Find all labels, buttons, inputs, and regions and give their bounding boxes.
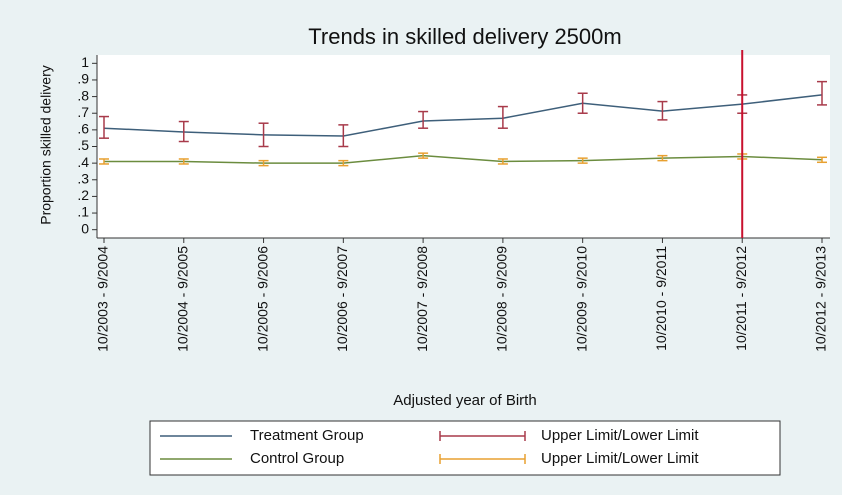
legend	[149, 420, 781, 476]
y-tick-label: .1	[77, 204, 89, 220]
plot-area	[97, 55, 830, 238]
y-tick-label: .9	[77, 71, 89, 87]
y-tick-label: .2	[77, 187, 89, 203]
y-tick-label: .4	[77, 154, 89, 170]
x-axis-title: Adjusted year of Birth	[393, 392, 536, 409]
y-tick-label: 1	[81, 54, 89, 70]
y-tick-label: .5	[77, 137, 89, 153]
x-tick-label: 10/2012 - 9/2013	[813, 246, 829, 352]
x-tick-label: 10/2003 - 9/2004	[95, 246, 111, 352]
x-tick-label: 10/2004 - 9/2005	[174, 246, 190, 352]
series-line	[103, 94, 823, 137]
legend-label: Treatment Group	[250, 427, 364, 444]
x-tick-label: 10/2010 - 9/2011	[653, 246, 669, 351]
y-tick-label: .6	[77, 121, 89, 137]
x-tick-label: 10/2007 - 9/2008	[414, 246, 430, 352]
y-axis-title: Proportion skilled delivery	[38, 65, 54, 225]
x-tick-label: 10/2011 - 9/2012	[733, 246, 749, 351]
x-tick-label: 10/2009 - 9/2010	[573, 246, 589, 352]
y-tick-label: .8	[77, 87, 89, 103]
x-tick-label: 10/2005 - 9/2006	[254, 246, 270, 352]
legend-label: Control Group	[250, 450, 344, 467]
legend-label: Upper Limit/Lower Limit	[541, 427, 699, 444]
x-tick-label: 10/2006 - 9/2007	[334, 246, 350, 352]
series-line	[104, 154, 823, 164]
y-tick-label: 0	[81, 220, 89, 236]
chart-title: Trends in skilled delivery 2500m	[308, 24, 621, 49]
y-tick-label: .3	[77, 170, 89, 186]
y-tick-label: .7	[77, 104, 89, 120]
x-tick-label: 10/2008 - 9/2009	[494, 246, 510, 352]
legend-label: Upper Limit/Lower Limit	[541, 450, 699, 467]
